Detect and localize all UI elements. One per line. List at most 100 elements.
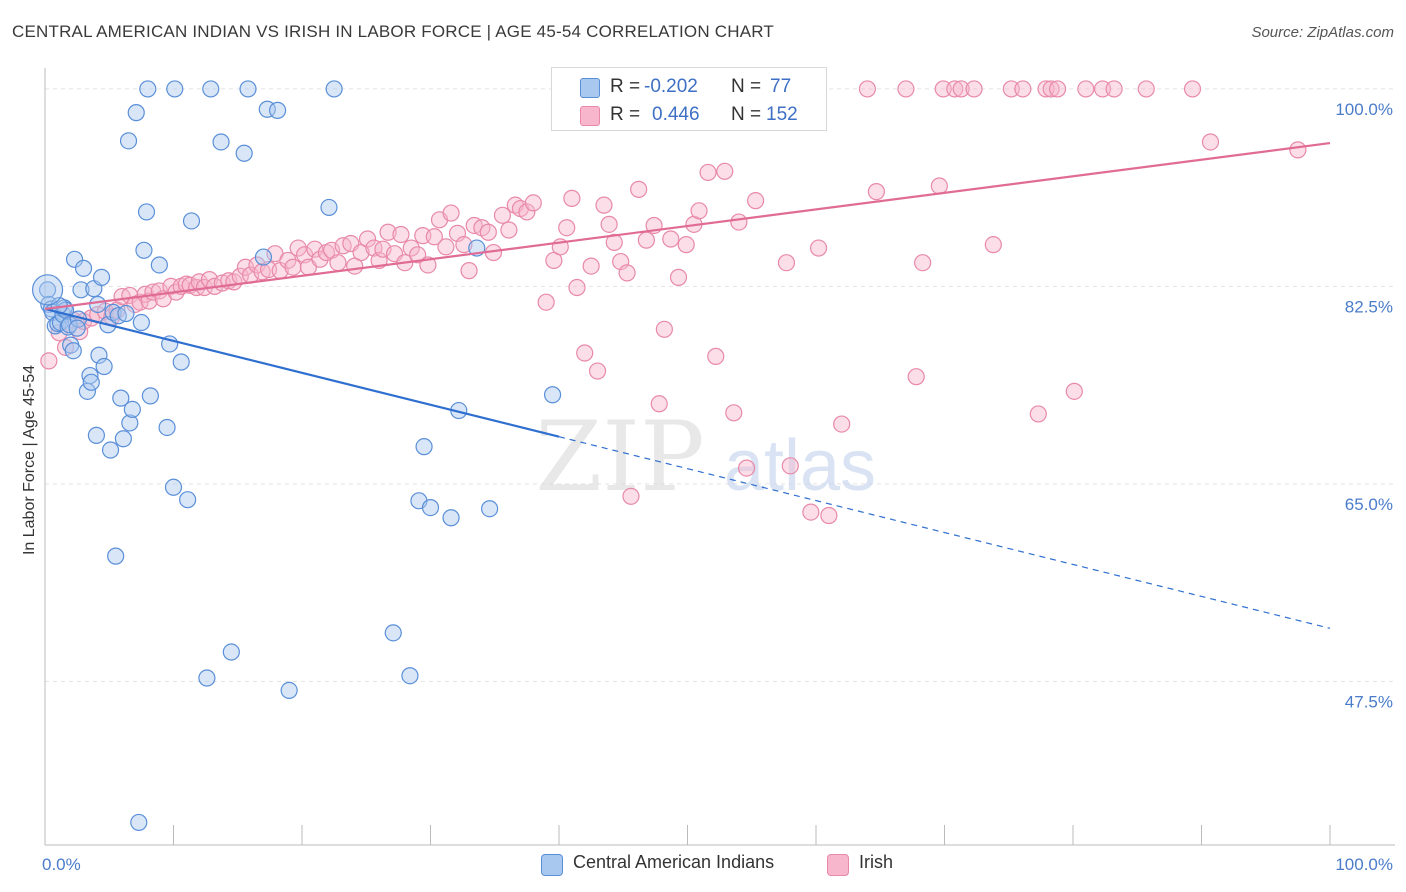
tick-labels: 47.5% 65.0% 82.5% 100.0% 0.0% 100.0% bbox=[42, 100, 1393, 874]
central-american-indian-point-40 bbox=[132, 313, 150, 332]
irish-point-104 bbox=[662, 230, 680, 248]
central-american-indian-point-63 bbox=[320, 198, 338, 217]
source-label: Source: ZipAtlas.com bbox=[1251, 24, 1394, 41]
central-american-indian-cluster-point bbox=[31, 274, 64, 306]
central-american-indian-trend-dashed bbox=[558, 436, 1331, 629]
central-american-indian-point-50 bbox=[172, 353, 190, 371]
irish-point-136 bbox=[984, 236, 1002, 254]
legend-n-label: N = bbox=[731, 104, 762, 125]
irish-point-115 bbox=[738, 459, 756, 477]
irish-point-73 bbox=[460, 262, 478, 280]
irish-point-141 bbox=[1042, 80, 1060, 98]
irish-point-69 bbox=[437, 238, 455, 256]
central-american-indian-point-69 bbox=[421, 498, 440, 517]
central-american-indian-point-41 bbox=[135, 241, 153, 259]
central-american-indian-point-19 bbox=[81, 366, 99, 385]
legend-n-value: 77 bbox=[770, 76, 792, 97]
irish-point-63 bbox=[402, 239, 420, 257]
irish-point-133 bbox=[946, 80, 964, 98]
y-tick-label-1: 65.0% bbox=[1345, 495, 1393, 514]
central-american-indian-point-37 bbox=[123, 400, 141, 419]
central-american-indian-point-17 bbox=[74, 259, 93, 277]
irish-point-89 bbox=[568, 278, 586, 297]
y-tick-label-2: 82.5% bbox=[1345, 297, 1393, 316]
central-american-indian-point-53 bbox=[198, 669, 216, 687]
central-american-indian-trend-solid bbox=[44, 307, 560, 438]
central-american-indian-point-62 bbox=[280, 681, 298, 700]
irish-point-82 bbox=[518, 203, 536, 221]
watermark-zip: ZIP bbox=[535, 401, 704, 513]
irish-point-88 bbox=[563, 189, 581, 207]
central-american-indian-point-28 bbox=[101, 441, 120, 459]
irish-point-43 bbox=[289, 239, 307, 257]
legend-row-irish: R = 0.446 N = 152 bbox=[552, 101, 826, 131]
irish-point-143 bbox=[1065, 382, 1083, 400]
central-american-indian-point-49 bbox=[166, 80, 184, 98]
central-american-indian-point-42 bbox=[137, 203, 156, 221]
central-american-indian-point-44 bbox=[141, 387, 159, 405]
irish-point-42 bbox=[284, 258, 302, 276]
irish-point-150 bbox=[1289, 141, 1307, 159]
irish-point-129 bbox=[907, 368, 925, 386]
irish-point-105 bbox=[669, 268, 688, 286]
irish-point-139 bbox=[1029, 405, 1047, 423]
central-american-indian-point-68 bbox=[415, 438, 433, 456]
irish-point-83 bbox=[524, 194, 542, 212]
irish-point-76 bbox=[479, 223, 497, 241]
irish-point-70 bbox=[442, 204, 460, 222]
x-tick-label-0: 0.0% bbox=[42, 855, 81, 874]
irish-point-64 bbox=[409, 246, 427, 264]
irish-point-100 bbox=[637, 231, 655, 249]
irish-point-90 bbox=[576, 344, 594, 362]
central-american-indian-point-48 bbox=[164, 478, 183, 496]
central-american-indian-point-64 bbox=[325, 80, 343, 98]
central-american-indian-point-30 bbox=[107, 547, 125, 565]
irish-point-148 bbox=[1183, 80, 1202, 98]
legend-row-central-american-indians: R = -0.202 N = 77 bbox=[552, 73, 826, 103]
central-american-indian-point-32 bbox=[112, 389, 130, 407]
legend-swatch-blue bbox=[580, 78, 600, 98]
legend-n-label: N = bbox=[731, 76, 762, 97]
central-american-indian-point-56 bbox=[222, 643, 240, 661]
irish-point-79 bbox=[500, 221, 518, 239]
irish-point-114 bbox=[730, 213, 748, 231]
irish-point-98 bbox=[622, 487, 640, 505]
central-american-indian-point-33 bbox=[114, 430, 132, 448]
y-axis-label: In Labor Force | Age 45-54 bbox=[21, 365, 38, 555]
irish-point-99 bbox=[630, 180, 648, 198]
bottom-legend-swatch-blue bbox=[541, 854, 563, 876]
irish-point-135 bbox=[965, 80, 983, 98]
chart-title: CENTRAL AMERICAN INDIAN VS IRISH IN LABO… bbox=[12, 22, 774, 41]
irish-point-123 bbox=[809, 239, 828, 257]
irish-point-50 bbox=[329, 254, 347, 272]
central-american-indian-point-34 bbox=[117, 304, 135, 323]
irish-point-61 bbox=[392, 225, 410, 244]
irish-point-127 bbox=[867, 183, 885, 201]
irish-point-37 bbox=[253, 263, 271, 281]
irish-point-0 bbox=[40, 352, 58, 370]
irish-point-91 bbox=[582, 257, 600, 275]
irish-point-128 bbox=[897, 80, 915, 98]
irish-point-119 bbox=[777, 254, 796, 272]
central-american-indian-point-66 bbox=[401, 667, 419, 685]
bottom-legend-swatch-pink bbox=[827, 854, 849, 876]
central-american-indian-point-74 bbox=[543, 386, 562, 404]
central-american-indian-point-65 bbox=[384, 624, 402, 642]
central-american-indian-point-58 bbox=[239, 80, 257, 98]
legend-r-value: 0.446 bbox=[652, 104, 700, 125]
central-american-indian-point-26 bbox=[95, 357, 113, 376]
irish-point-109 bbox=[699, 163, 717, 182]
central-american-indian-point-75 bbox=[68, 319, 86, 337]
irish-point-67 bbox=[425, 228, 443, 246]
irish-point-78 bbox=[493, 206, 512, 224]
central-american-indian-point-70 bbox=[442, 509, 460, 527]
irish-point-47 bbox=[311, 250, 329, 268]
trend-lines bbox=[44, 142, 1331, 629]
central-american-indian-point-0 bbox=[38, 281, 57, 299]
irish-point-112 bbox=[716, 162, 734, 180]
irish-point-122 bbox=[802, 503, 820, 521]
legend-r-label: R = bbox=[610, 104, 641, 125]
central-american-indian-point-38 bbox=[127, 104, 145, 122]
irish-point-124 bbox=[820, 506, 838, 525]
